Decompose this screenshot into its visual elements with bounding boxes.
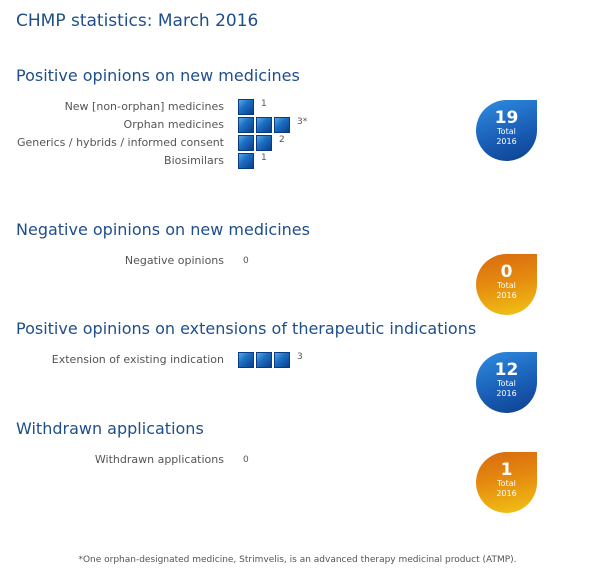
- page-title: CHMP statistics: March 2016: [16, 11, 259, 31]
- total-year: 2016: [496, 291, 517, 300]
- bar: 3: [238, 352, 303, 368]
- category-label: Generics / hybrids / informed consent: [17, 136, 224, 149]
- total-badge: 1 Total 2016: [476, 452, 537, 513]
- section-title: Negative opinions on new medicines: [16, 220, 310, 239]
- category-label: Withdrawn applications: [94, 453, 224, 466]
- unit-square: [274, 352, 290, 368]
- section-title: Withdrawn applications: [16, 419, 204, 438]
- total-number: 0: [500, 262, 513, 282]
- total-year: 2016: [496, 137, 517, 146]
- total-number: 12: [494, 360, 519, 380]
- total-number: 19: [494, 108, 519, 128]
- total-label: Total: [497, 127, 516, 136]
- unit-square: [256, 352, 272, 368]
- total-badge: 0 Total 2016: [476, 254, 537, 315]
- unit-square: [238, 117, 254, 133]
- unit-square: [256, 135, 272, 151]
- total-badge: 12 Total 2016: [476, 352, 537, 413]
- category-label: Extension of existing indication: [51, 353, 224, 366]
- bar: 1: [238, 153, 267, 169]
- data-label: 1: [261, 99, 267, 109]
- total-label: Total: [497, 281, 516, 290]
- total-label: Total: [497, 479, 516, 488]
- total-year: 2016: [496, 389, 517, 398]
- unit-square: [238, 135, 254, 151]
- category-label: Orphan medicines: [123, 118, 224, 131]
- data-label: 2: [279, 135, 285, 145]
- unit-square: [256, 117, 272, 133]
- category-label: New [non-orphan] medicines: [64, 100, 224, 113]
- total-number: 1: [500, 460, 513, 480]
- bar: 2: [238, 135, 285, 151]
- footnote: *One orphan-designated medicine, Strimve…: [78, 555, 517, 565]
- data-label: 3*: [297, 117, 308, 127]
- category-label: Negative opinions: [124, 254, 224, 267]
- unit-square: [274, 117, 290, 133]
- section-title: Positive opinions on extensions of thera…: [16, 319, 477, 338]
- total-label: Total: [497, 379, 516, 388]
- data-label: 0: [243, 256, 249, 266]
- category-label: Biosimilars: [164, 154, 224, 167]
- data-label: 3: [297, 352, 303, 362]
- section-title: Positive opinions on new medicines: [16, 66, 300, 85]
- data-label: 1: [261, 153, 267, 163]
- total-year: 2016: [496, 489, 517, 498]
- unit-square: [238, 99, 254, 115]
- unit-square: [238, 352, 254, 368]
- total-badge: 19 Total 2016: [476, 100, 537, 161]
- bar: 3*: [238, 117, 307, 133]
- data-label: 0: [243, 455, 249, 465]
- bar: 1: [238, 99, 267, 115]
- unit-square: [238, 153, 254, 169]
